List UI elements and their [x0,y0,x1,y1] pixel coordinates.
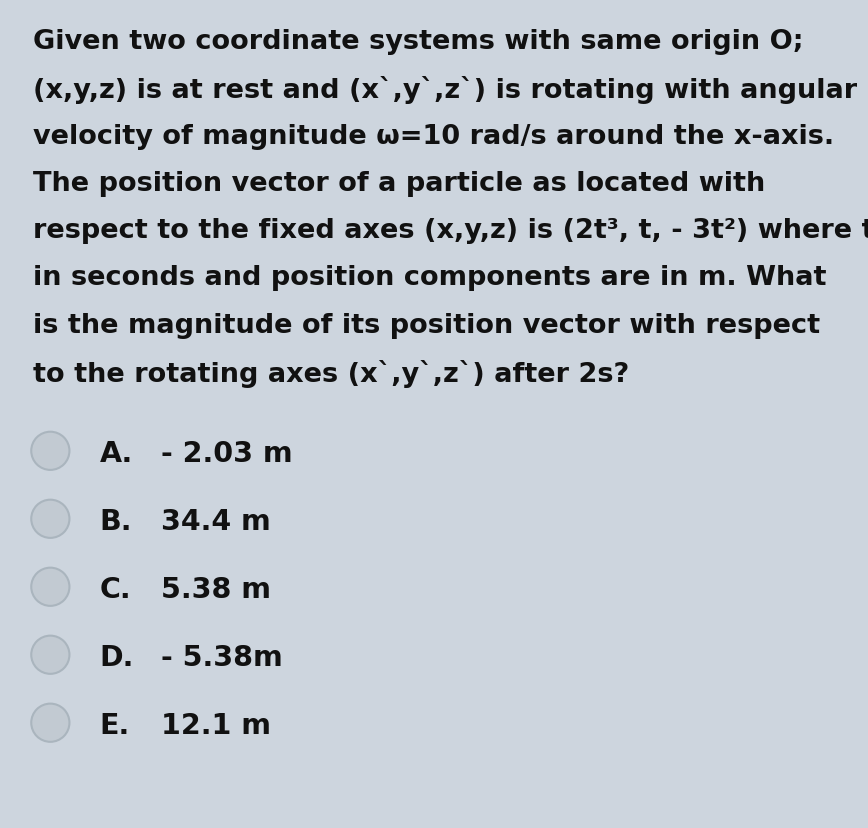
Ellipse shape [31,432,69,470]
Text: A.: A. [100,440,133,468]
Text: (x,y,z) is at rest and (x`,y`,z`) is rotating with angular: (x,y,z) is at rest and (x`,y`,z`) is rot… [33,76,857,104]
Text: respect to the fixed axes (x,y,z) is (2t³, t, - 3t²) where t: respect to the fixed axes (x,y,z) is (2t… [33,218,868,243]
Text: in seconds and position components are in m. What: in seconds and position components are i… [33,265,826,291]
Ellipse shape [31,500,69,538]
Text: 5.38 m: 5.38 m [161,575,271,604]
Text: B.: B. [100,508,132,536]
Ellipse shape [31,704,69,742]
Text: velocity of magnitude ω=10 rad/s around the x-axis.: velocity of magnitude ω=10 rad/s around … [33,123,834,149]
Text: The position vector of a particle as located with: The position vector of a particle as loc… [33,171,766,196]
Text: - 5.38m: - 5.38m [161,643,282,672]
Text: Given two coordinate systems with same origin O;: Given two coordinate systems with same o… [33,29,804,55]
Text: D.: D. [100,643,135,672]
Text: 12.1 m: 12.1 m [161,711,271,739]
Text: is the magnitude of its position vector with respect: is the magnitude of its position vector … [33,312,820,338]
Text: E.: E. [100,711,130,739]
Text: C.: C. [100,575,131,604]
Text: 34.4 m: 34.4 m [161,508,270,536]
Text: - 2.03 m: - 2.03 m [161,440,293,468]
Text: to the rotating axes (x`,y`,z`) after 2s?: to the rotating axes (x`,y`,z`) after 2s… [33,359,629,388]
Ellipse shape [31,636,69,674]
Ellipse shape [31,568,69,606]
